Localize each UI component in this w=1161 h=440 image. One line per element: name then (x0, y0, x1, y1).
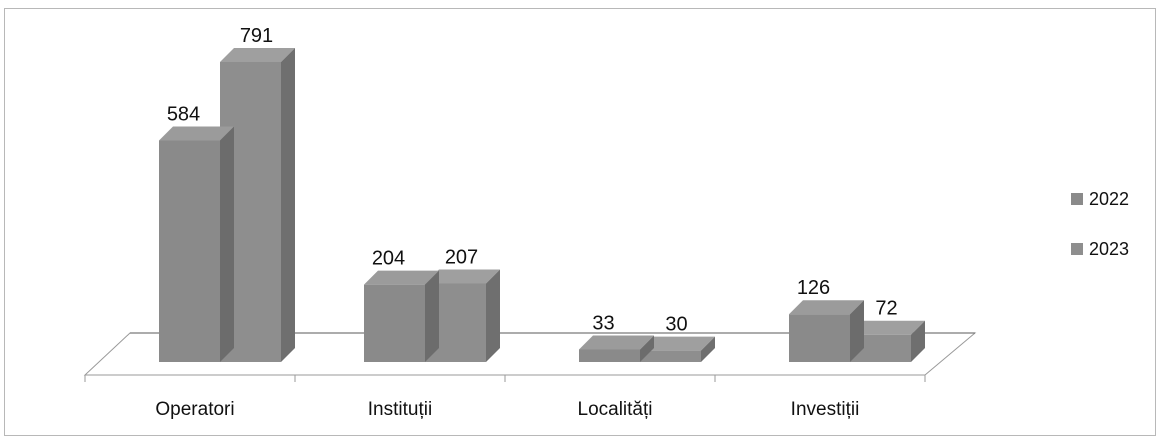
data-label-localitati-2023: 30 (665, 314, 687, 336)
data-label-institutii-2022: 204 (372, 248, 405, 270)
bar-side (911, 320, 925, 362)
bar-institutii-2022 (364, 270, 439, 362)
bar-localitati-2023 (640, 336, 715, 362)
data-label-institutii-2023: 207 (445, 246, 478, 268)
data-label-investitii-2022: 126 (797, 277, 830, 299)
legend: 2022 2023 (1071, 189, 1129, 259)
bar-front (579, 349, 640, 362)
bar-top (640, 336, 715, 351)
category-label-investitii: Investiții (791, 399, 860, 420)
bar-top (220, 48, 295, 62)
bar-side (281, 48, 295, 362)
bar-front (640, 350, 701, 362)
legend-label-2022: 2022 (1089, 189, 1129, 209)
bar-front (159, 140, 220, 362)
category-label-operatori: Operatori (155, 399, 234, 420)
category-label-institutii: Instituții (368, 399, 432, 420)
bar-top (425, 269, 500, 284)
bar-top (789, 300, 864, 315)
bar-top (850, 320, 925, 335)
bar-front (364, 284, 425, 362)
bar-front (789, 314, 850, 362)
bar-side (220, 126, 234, 363)
legend-label-2023: 2023 (1089, 239, 1129, 259)
chart-bars (159, 48, 925, 363)
data-label-investitii-2023: 72 (875, 298, 897, 320)
legend-swatch-2022 (1071, 193, 1083, 205)
bar-top (159, 126, 234, 141)
bar-operatori-2022 (159, 126, 234, 363)
data-label-operatori-2022: 584 (167, 104, 200, 126)
bar-side (850, 300, 864, 362)
bar-localitati-2022 (579, 335, 654, 362)
category-labels: Operatori Instituții Localități Investiții (155, 399, 859, 420)
data-labels: 791 207 30 72 584 204 33 126 (167, 25, 898, 336)
bar-side (425, 270, 439, 362)
legend-swatch-2023 (1071, 243, 1083, 255)
data-label-localitati-2022: 33 (592, 312, 614, 334)
bar-side (486, 269, 500, 362)
category-label-localitati: Localități (578, 399, 653, 420)
bar-side (640, 335, 654, 362)
bar-top (364, 270, 439, 285)
bar-investitii-2022 (789, 300, 864, 362)
bar-top (579, 335, 654, 350)
data-label-operatori-2023: 791 (240, 25, 273, 47)
bar-side (701, 336, 715, 362)
